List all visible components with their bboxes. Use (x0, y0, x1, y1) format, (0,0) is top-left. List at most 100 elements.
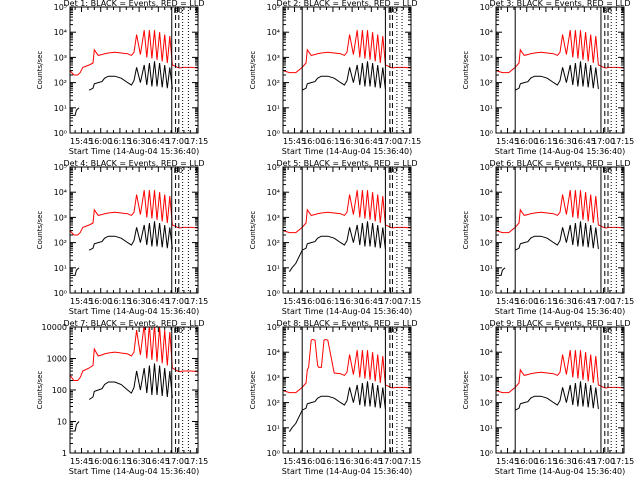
y-tick-label: 10⁵ (267, 163, 280, 172)
series-events-line (498, 221, 599, 276)
x-tick-label: 16:45 (573, 457, 596, 466)
series-lld-line (283, 30, 411, 74)
series-lld-line (70, 327, 198, 381)
x-tick-label: 17:00 (379, 457, 402, 466)
x-tick-label: 17:00 (379, 297, 402, 306)
x-tick-label: 16:30 (554, 297, 577, 306)
x-tick-label: 16:30 (341, 137, 364, 146)
y-tick-label: 10⁰ (267, 289, 280, 298)
legend-tag: B0 (388, 167, 397, 175)
series-events-line (72, 61, 173, 116)
x-tick-label: 16:00 (302, 297, 325, 306)
x-axis-label: Start Time (14-Aug-04 15:36:40) (495, 307, 626, 316)
x-axis-label: Start Time (14-Aug-04 15:36:40) (495, 467, 626, 476)
x-tick-label: 15:45 (283, 457, 306, 466)
x-tick-label: 16:45 (573, 297, 596, 306)
plot-area (496, 327, 624, 453)
y-tick-label: 10¹ (480, 104, 493, 113)
y-tick-label: 10⁵ (480, 323, 493, 332)
x-tick-label: 16:15 (108, 137, 131, 146)
y-tick-label: 10² (267, 239, 280, 248)
y-tick-label: 10³ (267, 213, 280, 222)
x-tick-label: 17:00 (166, 457, 189, 466)
x-tick-label: 15:45 (70, 297, 93, 306)
y-tick-label: 10³ (480, 213, 493, 222)
series-lld-line (70, 190, 198, 236)
plot-frame (282, 166, 412, 294)
series-events-line (301, 61, 386, 91)
x-tick-label: 16:45 (360, 137, 383, 146)
y-tick-label: 1 (62, 449, 67, 458)
y-tick-label: 10² (54, 79, 67, 88)
x-tick-label: 16:30 (128, 297, 151, 306)
x-tick-label: 17:15 (185, 297, 208, 306)
plot-area (70, 167, 198, 293)
x-tick-label: 17:15 (185, 457, 208, 466)
y-tick-label: 10² (480, 239, 493, 248)
x-tick-label: 16:30 (341, 297, 364, 306)
x-tick-label: 16:00 (89, 137, 112, 146)
y-tick-label: 10⁵ (267, 323, 280, 332)
x-tick-label: 16:00 (302, 457, 325, 466)
x-tick-label: 17:00 (592, 137, 615, 146)
plot-area (496, 167, 624, 293)
x-tick-label: 16:00 (515, 457, 538, 466)
series-events-line (72, 221, 173, 276)
y-tick-label: 10⁰ (267, 129, 280, 138)
y-axis-label: Counts/sec (36, 51, 44, 90)
panel-det-5: 10⁰ 10¹ 10² 10³ 10⁴ 10⁵ 15:4516:0016:1516:3016… (249, 159, 421, 316)
x-axis-label: Start Time (14-Aug-04 15:36:40) (69, 147, 200, 156)
y-tick-label: 10⁰ (480, 289, 493, 298)
panel-title: Det 6: BLACK = Events, RED = LLD (490, 159, 631, 168)
y-tick-label: 10³ (267, 53, 280, 62)
plot-area (496, 7, 624, 133)
y-tick-label: 10³ (480, 373, 493, 382)
x-tick-label: 16:45 (147, 297, 170, 306)
y-tick-label: 10² (54, 239, 67, 248)
y-tick-label: 10⁰ (480, 449, 493, 458)
x-tick-label: 16:00 (89, 457, 112, 466)
x-tick-label: 17:15 (398, 457, 421, 466)
x-tick-label: 16:30 (341, 457, 364, 466)
x-tick-label: 16:00 (515, 137, 538, 146)
x-axis-label: Start Time (14-Aug-04 15:36:40) (495, 147, 626, 156)
x-axis-label: Start Time (14-Aug-04 15:36:40) (69, 307, 200, 316)
series-events-line (288, 221, 386, 272)
x-tick-label: 16:15 (108, 457, 131, 466)
plot-frame (282, 326, 412, 454)
series-events-line (514, 61, 599, 91)
x-tick-label: 17:15 (611, 297, 634, 306)
x-tick-label: 15:45 (283, 137, 306, 146)
panel-det-2: 10⁰ 10¹ 10² 10³ 10⁴ 10⁵ 15:4516:0016:1516:3016… (249, 0, 421, 156)
legend-tag: B0 (388, 327, 397, 335)
x-tick-label: 16:30 (554, 457, 577, 466)
x-axis-label: Start Time (14-Aug-04 15:36:40) (69, 467, 200, 476)
x-tick-label: 16:30 (128, 457, 151, 466)
y-tick-label: 10⁵ (54, 163, 67, 172)
y-tick-label: 10⁴ (480, 348, 493, 357)
y-tick-label: 10⁰ (54, 129, 67, 138)
x-tick-label: 16:15 (321, 297, 344, 306)
panel-title: Det 3: BLACK = Events, RED = LLD (490, 0, 631, 8)
legend-tag: B0 (388, 7, 397, 15)
legend-tag: B0 (603, 327, 612, 335)
legend-tag: B0 (603, 167, 612, 175)
panel-det-9: 10⁰ 10¹ 10² 10³ 10⁴ 10⁵ 15:4516:0016:1516:3016… (462, 319, 634, 476)
y-axis-label: Counts/sec (249, 51, 257, 90)
y-tick-label: 1000 (47, 355, 67, 364)
x-tick-label: 16:15 (321, 137, 344, 146)
x-axis-label: Start Time (14-Aug-04 15:36:40) (282, 307, 413, 316)
x-tick-label: 17:00 (379, 137, 402, 146)
x-tick-label: 16:30 (554, 137, 577, 146)
panel-det-8: 10⁰ 10¹ 10² 10³ 10⁴ 10⁵ 15:4516:0016:1516:3016… (249, 319, 421, 476)
x-tick-label: 17:00 (166, 297, 189, 306)
panel-title: Det 5: BLACK = Events, RED = LLD (277, 159, 418, 168)
x-tick-label: 15:45 (70, 457, 93, 466)
y-axis-label: Counts/sec (36, 211, 44, 250)
y-tick-label: 10¹ (54, 264, 67, 273)
x-tick-label: 16:15 (321, 457, 344, 466)
series-lld-line (283, 190, 411, 234)
y-tick-label: 10¹ (480, 264, 493, 273)
y-tick-label: 10⁵ (480, 163, 493, 172)
